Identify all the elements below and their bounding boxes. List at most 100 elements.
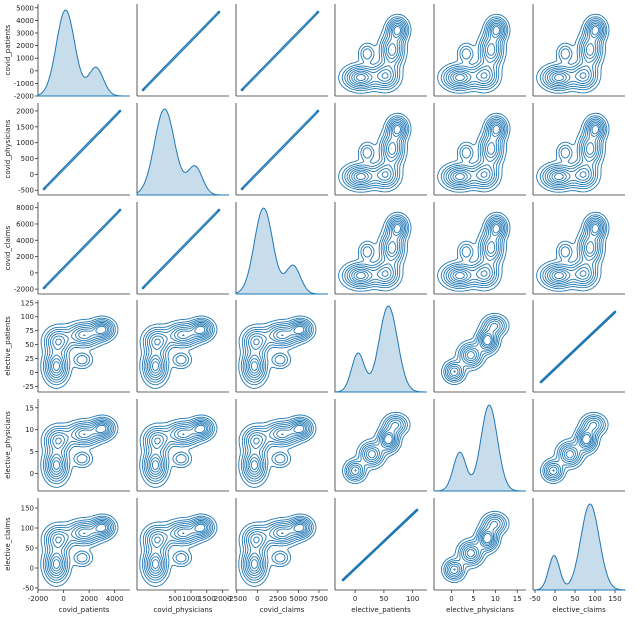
kde-contour-level-4	[447, 21, 504, 86]
panel-covid_claims-vs-covid_physicians	[136, 202, 229, 295]
kde-contour-level-2	[143, 418, 214, 482]
y-tick-label: 0	[30, 171, 34, 179]
panel-covid_patients-vs-elective_patients	[334, 4, 427, 97]
kde-contour-level-6	[551, 24, 601, 83]
x-axis-label: covid_patients	[59, 606, 110, 614]
kde-contour-level-6	[552, 432, 592, 472]
kde-contour-level-0	[338, 13, 412, 94]
kde-contour-level-6	[551, 222, 601, 281]
y-tick-label: -25	[23, 383, 34, 391]
kde-contour-level-5	[49, 422, 110, 475]
kde-contour-level-5	[351, 421, 399, 475]
panel-covid_patients-vs-elective_claims	[532, 4, 625, 97]
kde-contour-level-2	[444, 317, 505, 382]
y-tick-label: 125	[21, 299, 34, 307]
kde-contour-level-3	[445, 19, 506, 88]
kde-contour-level-1	[539, 214, 608, 290]
kde-contour-level-3	[544, 118, 605, 187]
y-tick-label: 0	[30, 369, 34, 377]
panel-elective_patients-vs-elective_patients	[334, 300, 427, 393]
panel-covid_physicians-vs-elective_patients	[334, 103, 427, 196]
kde-contour-level-1	[542, 414, 606, 482]
y-tick-label: -2000	[14, 286, 34, 294]
kde-contour-level-0	[440, 312, 510, 386]
kde-contour-level-2	[543, 416, 604, 481]
kde-contour-level-6	[452, 222, 502, 281]
panel-covid_physicians-vs-elective_physicians	[433, 103, 526, 196]
kde-contour-level-0	[536, 112, 610, 193]
kde-contour-level-4	[147, 420, 210, 478]
x-tick-label: 50	[379, 595, 388, 603]
kde-contour-level-3	[544, 19, 605, 88]
y-axis-label: elective_claims	[4, 517, 12, 571]
kde-contour-level-7	[250, 325, 305, 372]
kde-contour-level-5	[351, 220, 404, 283]
kde-contour-level-7	[52, 325, 107, 372]
y-tick-label: 5	[30, 448, 34, 456]
kde-contour-level-1	[341, 115, 410, 191]
kde-contour-level-5	[148, 521, 209, 574]
kde-contour-level-5	[148, 422, 209, 475]
kde-contour-level-4	[546, 120, 603, 185]
y-axis-label: covid_physicians	[4, 119, 12, 178]
kde-contour-level-7	[355, 124, 401, 181]
kde-contour-level-2	[443, 117, 507, 189]
kde-contour-level-5	[351, 22, 404, 85]
kde-contour-level-2	[242, 418, 313, 482]
kde-contour-level-3	[445, 217, 506, 286]
kde-contour-level-1	[443, 513, 507, 581]
kde-contour-level-3	[46, 419, 113, 480]
panel-elective_patients-vs-elective_claims	[532, 300, 625, 393]
kde-contour-level-6	[452, 123, 502, 182]
kde-contour-level-6	[353, 222, 403, 281]
panel-elective_patients-vs-covid_claims	[235, 300, 328, 393]
x-tick-label: -50	[529, 595, 540, 603]
kde-contour-level-6	[51, 423, 108, 473]
kde-linear-band	[341, 508, 419, 582]
x-tick-label: 0	[353, 595, 357, 603]
kde-contour-level-7	[355, 25, 401, 82]
kde-contour-level-5	[450, 121, 503, 184]
kde-contour-level-2	[344, 18, 408, 90]
y-tick-label: 1000	[16, 139, 34, 147]
kde-contour-level-7	[52, 523, 107, 570]
y-tick-label: 75	[25, 327, 34, 335]
kde-contour-level-6	[51, 324, 108, 374]
kde-contour-level-2	[443, 216, 507, 288]
kde-contour-level-6	[453, 333, 493, 373]
kde-contour-level-1	[42, 416, 116, 485]
panel-covid_patients-vs-covid_claims	[235, 4, 328, 97]
kde-contour-level-7	[52, 424, 107, 471]
kde-contour-level-7	[553, 25, 599, 82]
kde-contour-level-2	[143, 517, 214, 581]
kde-contour-level-5	[247, 323, 308, 376]
kde-diagonal-curve	[334, 305, 427, 393]
y-tick-label: 10	[25, 426, 34, 434]
kde-linear-band-inner	[45, 111, 119, 189]
y-tick-label: 2000	[16, 107, 34, 115]
kde-diagonal-curve	[533, 503, 626, 591]
kde-contour-level-7	[151, 424, 206, 471]
kde-contour-level-0	[338, 211, 412, 292]
panel-covid_claims-vs-elective_physicians	[433, 202, 526, 295]
y-axis-label: elective_physicians	[4, 411, 12, 479]
kde-contour-level-5	[549, 121, 602, 184]
kde-contour-level-5	[247, 422, 308, 475]
kde-contour-level-3	[346, 118, 407, 187]
kde-contour-level-3	[244, 518, 311, 579]
y-tick-label: 6000	[16, 220, 34, 228]
kde-contour-level-6	[353, 123, 403, 182]
kde-contour-level-4	[246, 321, 309, 379]
x-tick-label: -2500	[227, 595, 247, 603]
kde-linear-band-inner	[243, 12, 317, 90]
panel-elective_physicians-vs-elective_claims	[532, 399, 625, 492]
y-axis-label: covid_claims	[4, 225, 12, 270]
panel-elective_patients-vs-covid_patients	[37, 300, 130, 393]
kde-contour-level-0	[40, 513, 119, 587]
kde-linear-band	[539, 310, 617, 384]
kde-contour-level-3	[145, 419, 212, 480]
panel-covid_physicians-vs-covid_patients	[37, 103, 130, 196]
y-tick-label: -500	[18, 187, 34, 195]
kde-contour-level-2	[344, 117, 408, 189]
